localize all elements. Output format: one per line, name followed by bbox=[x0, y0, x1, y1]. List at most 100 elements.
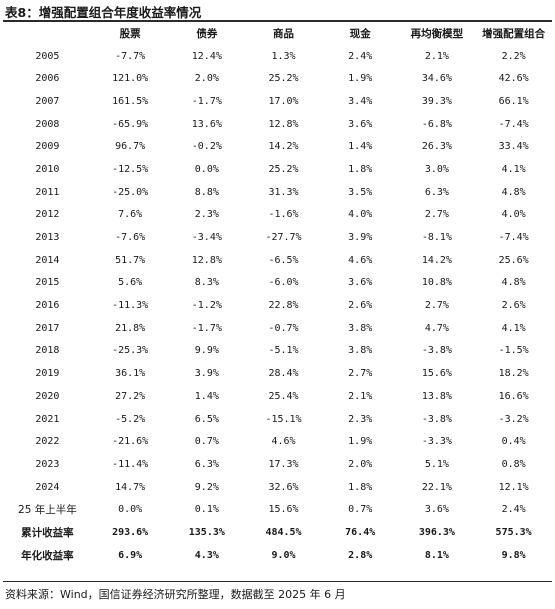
cell-enhanced-portfolio: 42.6% bbox=[498, 73, 529, 85]
table-row: 2012 7.6% 2.3% -1.6% 4.0% 2.7% 4.0% bbox=[3, 204, 552, 227]
cell-rebalance-model: 2.1% bbox=[424, 50, 449, 62]
cell-bonds: -0.2% bbox=[191, 141, 222, 153]
cell-bonds: -1.7% bbox=[191, 95, 222, 107]
cell-enhanced-portfolio: 4.1% bbox=[501, 322, 526, 334]
cell-cash: 2.6% bbox=[348, 300, 373, 312]
cell-cash: 1.8% bbox=[348, 481, 373, 493]
cell-cash: 3.4% bbox=[348, 95, 373, 107]
cell-cash: 1.8% bbox=[348, 163, 373, 175]
cell-cash: 1.9% bbox=[348, 436, 373, 448]
cell-enhanced-portfolio: -1.5% bbox=[498, 345, 529, 357]
cell-cash: 3.6% bbox=[348, 277, 373, 289]
cell-cash: 1.4% bbox=[348, 141, 373, 153]
cell-stocks: 161.5% bbox=[112, 95, 149, 107]
row-year: 2011 bbox=[35, 186, 60, 198]
row-year: 2013 bbox=[35, 232, 60, 244]
cell-commodities: 32.6% bbox=[268, 481, 299, 493]
cell-commodities: 14.2% bbox=[268, 141, 299, 153]
cell-rebalance-model: -6.8% bbox=[421, 118, 452, 130]
summary-label: 年化收益率 bbox=[21, 549, 74, 562]
table-row: 2015 5.6% 8.3% -6.0% 3.6% 10.8% 4.8% bbox=[3, 272, 552, 295]
summary-cell-cash: 76.4% bbox=[345, 526, 376, 538]
table-row: 2011 -25.0% 8.8% 31.3% 3.5% 6.3% 4.8% bbox=[3, 181, 552, 204]
summary-cell-stocks: 6.9% bbox=[118, 549, 143, 561]
cell-commodities: 17.0% bbox=[268, 95, 299, 107]
row-year: 2018 bbox=[35, 345, 60, 357]
cell-enhanced-portfolio: -7.4% bbox=[498, 118, 529, 130]
table-row: 2006 121.0% 2.0% 25.2% 1.9% 34.6% 42.6% bbox=[3, 67, 552, 90]
cell-stocks: 21.8% bbox=[115, 322, 146, 334]
cell-enhanced-portfolio: 2.2% bbox=[501, 50, 526, 62]
row-year: 2007 bbox=[35, 95, 60, 107]
cell-bonds: 2.0% bbox=[194, 73, 219, 85]
table-row: 2021 -5.2% 6.5% -15.1% 2.3% -3.8% -3.2% bbox=[3, 408, 552, 431]
table-row: 2010 -12.5% 0.0% 25.2% 1.8% 3.0% 4.1% bbox=[3, 158, 552, 181]
cell-stocks: 7.6% bbox=[118, 209, 143, 221]
cell-commodities: -5.1% bbox=[268, 345, 299, 357]
header-enhanced-portfolio: 增强配置组合 bbox=[482, 27, 546, 40]
cell-bonds: 6.5% bbox=[194, 413, 219, 425]
cell-enhanced-portfolio: 2.6% bbox=[501, 300, 526, 312]
row-year: 2006 bbox=[35, 73, 60, 85]
cell-commodities: 1.3% bbox=[271, 50, 296, 62]
cell-rebalance-model: -3.8% bbox=[421, 345, 452, 357]
cell-bonds: 3.9% bbox=[194, 368, 219, 380]
cell-cash: 0.7% bbox=[348, 504, 373, 516]
cell-enhanced-portfolio: 18.2% bbox=[498, 368, 529, 380]
top-rule bbox=[3, 20, 552, 22]
cell-stocks: 51.7% bbox=[115, 254, 146, 266]
cell-commodities: 25.4% bbox=[268, 390, 299, 402]
summary-cell-enhanced-portfolio: 9.8% bbox=[501, 549, 526, 561]
table-row: 2018 -25.3% 9.9% -5.1% 3.8% -3.8% -1.5% bbox=[3, 340, 552, 363]
row-year: 2005 bbox=[35, 50, 60, 62]
row-year: 2012 bbox=[35, 209, 60, 221]
row-year: 2022 bbox=[35, 436, 60, 448]
cell-enhanced-portfolio: 12.1% bbox=[498, 481, 529, 493]
cell-enhanced-portfolio: 33.4% bbox=[498, 141, 529, 153]
row-year: 2024 bbox=[35, 481, 60, 493]
annualized-return-row: 年化收益率 6.9% 4.3% 9.0% 2.8% 8.1% 9.8% bbox=[3, 544, 552, 567]
cell-stocks: 96.7% bbox=[115, 141, 146, 153]
table-row: 25 年上半年 0.0% 0.1% 15.6% 0.7% 3.6% 2.4% bbox=[3, 498, 552, 521]
cell-commodities: 15.6% bbox=[268, 504, 299, 516]
cell-stocks: -7.7% bbox=[115, 50, 146, 62]
cell-rebalance-model: 5.1% bbox=[424, 458, 449, 470]
cell-stocks: 121.0% bbox=[112, 73, 149, 85]
cell-cash: 2.4% bbox=[348, 50, 373, 62]
cell-cash: 4.0% bbox=[348, 209, 373, 221]
table-row: 2022 -21.6% 0.7% 4.6% 1.9% -3.3% 0.4% bbox=[3, 430, 552, 453]
cell-commodities: -15.1% bbox=[265, 413, 302, 425]
cell-commodities: -6.0% bbox=[268, 277, 299, 289]
cell-enhanced-portfolio: 0.4% bbox=[501, 436, 526, 448]
cell-rebalance-model: 10.8% bbox=[421, 277, 452, 289]
cell-bonds: -1.2% bbox=[191, 300, 222, 312]
header-stocks: 股票 bbox=[119, 27, 141, 40]
table-title: 表8：增强配置组合年度收益率情况 bbox=[5, 5, 202, 20]
cell-bonds: 12.8% bbox=[191, 254, 222, 266]
cell-rebalance-model: 14.2% bbox=[421, 254, 452, 266]
summary-cell-rebalance-model: 396.3% bbox=[418, 526, 455, 538]
cell-rebalance-model: 2.7% bbox=[424, 300, 449, 312]
cell-cash: 3.5% bbox=[348, 186, 373, 198]
row-year: 2021 bbox=[35, 413, 60, 425]
cell-bonds: 1.4% bbox=[194, 390, 219, 402]
header-rebalance-model: 再均衡模型 bbox=[410, 27, 464, 40]
cell-enhanced-portfolio: 0.8% bbox=[501, 458, 526, 470]
cumulative-return-row: 累计收益率 293.6% 135.3% 484.5% 76.4% 396.3% 575.3% bbox=[3, 521, 552, 544]
cell-enhanced-portfolio: 66.1% bbox=[498, 95, 529, 107]
cell-commodities: -1.6% bbox=[268, 209, 299, 221]
cell-enhanced-portfolio: 4.1% bbox=[501, 163, 526, 175]
summary-cell-commodities: 484.5% bbox=[265, 526, 302, 538]
row-year: 2008 bbox=[35, 118, 60, 130]
cell-enhanced-portfolio: -3.2% bbox=[498, 413, 529, 425]
row-year: 2016 bbox=[35, 300, 60, 312]
table-row: 2023 -11.4% 6.3% 17.3% 2.0% 5.1% 0.8% bbox=[3, 453, 552, 476]
row-year: 2020 bbox=[35, 390, 60, 402]
cell-rebalance-model: 6.3% bbox=[424, 186, 449, 198]
cell-stocks: -12.5% bbox=[112, 163, 149, 175]
cell-commodities: 25.2% bbox=[268, 163, 299, 175]
cell-stocks: 5.6% bbox=[118, 277, 143, 289]
cell-commodities: -6.5% bbox=[268, 254, 299, 266]
summary-cell-stocks: 293.6% bbox=[112, 526, 149, 538]
cell-stocks: 27.2% bbox=[115, 390, 146, 402]
